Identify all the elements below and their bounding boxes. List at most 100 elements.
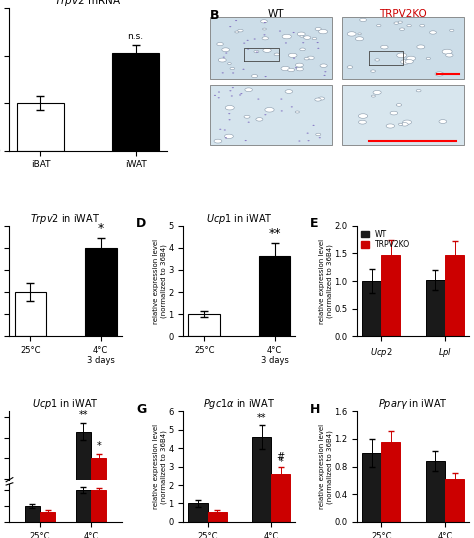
Text: **: ** [79, 410, 88, 420]
Circle shape [279, 31, 281, 32]
Circle shape [242, 69, 245, 70]
Circle shape [317, 42, 319, 43]
Y-axis label: relative expression level
(normalized to 36B4): relative expression level (normalized to… [153, 424, 167, 509]
Bar [252, 437, 271, 522]
Circle shape [218, 91, 220, 93]
Ellipse shape [225, 105, 234, 110]
Ellipse shape [315, 27, 321, 31]
Ellipse shape [373, 90, 381, 95]
Circle shape [323, 75, 326, 76]
Bar [208, 512, 227, 522]
Ellipse shape [439, 119, 447, 123]
Circle shape [224, 130, 226, 131]
Ellipse shape [261, 20, 267, 23]
Circle shape [298, 140, 301, 141]
Bar [362, 453, 381, 522]
Circle shape [295, 67, 297, 68]
Ellipse shape [371, 95, 375, 97]
Title: $\it{Ucp1}$ in iWAT: $\it{Ucp1}$ in iWAT [32, 397, 99, 411]
Ellipse shape [402, 120, 411, 124]
Title: $\it{Ppar\gamma}$ in iWAT: $\it{Ppar\gamma}$ in iWAT [378, 397, 448, 411]
Ellipse shape [288, 68, 294, 72]
Text: G: G [136, 402, 146, 415]
Bar [445, 255, 464, 336]
Circle shape [285, 43, 287, 44]
Bar [25, 506, 40, 522]
Ellipse shape [376, 25, 381, 26]
Ellipse shape [219, 58, 226, 62]
Ellipse shape [295, 63, 303, 67]
Ellipse shape [371, 70, 375, 72]
Ellipse shape [446, 53, 453, 57]
Text: n.s.: n.s. [128, 32, 144, 41]
Ellipse shape [419, 24, 425, 27]
Title: $\it{Trpv2}$ mRNA: $\it{Trpv2}$ mRNA [55, 0, 122, 8]
Ellipse shape [245, 88, 253, 91]
Ellipse shape [307, 56, 314, 60]
Legend: WT, TRPV2KO: WT, TRPV2KO [361, 230, 410, 249]
Ellipse shape [217, 43, 223, 46]
Circle shape [254, 38, 256, 40]
Title: $\it{Pgc1\alpha}$ in iWAT: $\it{Pgc1\alpha}$ in iWAT [203, 397, 275, 411]
Circle shape [292, 32, 295, 33]
Bar [112, 53, 159, 151]
Text: WT: WT [268, 10, 284, 19]
Bar [91, 458, 106, 499]
Y-axis label: relative expression level
(normalized to 36B4): relative expression level (normalized to… [319, 424, 333, 509]
Ellipse shape [394, 22, 399, 24]
Bar [76, 490, 91, 522]
Circle shape [317, 48, 319, 49]
Circle shape [247, 122, 250, 123]
Ellipse shape [356, 37, 364, 41]
Bar [342, 17, 464, 79]
Ellipse shape [274, 53, 280, 56]
Circle shape [231, 95, 233, 96]
Ellipse shape [312, 38, 317, 40]
Ellipse shape [398, 21, 402, 23]
Circle shape [240, 93, 243, 94]
Circle shape [243, 43, 245, 44]
Ellipse shape [256, 118, 263, 121]
Ellipse shape [401, 60, 410, 64]
Ellipse shape [347, 66, 353, 68]
Ellipse shape [375, 59, 380, 61]
Circle shape [280, 98, 283, 100]
Ellipse shape [295, 111, 300, 113]
Circle shape [219, 129, 221, 130]
Ellipse shape [429, 31, 437, 34]
Ellipse shape [263, 28, 266, 30]
Bar [40, 512, 55, 522]
Bar [210, 17, 332, 79]
Circle shape [247, 48, 249, 49]
Text: #: # [277, 452, 285, 462]
Ellipse shape [297, 32, 305, 36]
Circle shape [324, 71, 327, 72]
Ellipse shape [319, 30, 328, 34]
Ellipse shape [235, 31, 239, 33]
Y-axis label: relative expression level
(normalized to 36B4): relative expression level (normalized to… [153, 238, 167, 323]
Ellipse shape [399, 123, 403, 125]
Circle shape [308, 140, 310, 141]
Circle shape [232, 87, 234, 88]
Ellipse shape [358, 33, 361, 34]
Circle shape [307, 132, 309, 134]
Bar [342, 85, 464, 145]
Ellipse shape [288, 53, 297, 58]
Bar [188, 314, 220, 336]
Text: *: * [98, 223, 104, 236]
Bar [210, 85, 332, 145]
Bar [362, 281, 381, 336]
Ellipse shape [401, 123, 408, 126]
Circle shape [245, 140, 247, 141]
Circle shape [264, 22, 266, 23]
Circle shape [228, 113, 230, 114]
Ellipse shape [214, 139, 222, 143]
Ellipse shape [358, 114, 368, 118]
Circle shape [291, 107, 293, 108]
Ellipse shape [222, 48, 229, 52]
Text: **: ** [268, 227, 281, 240]
Circle shape [257, 98, 259, 100]
Ellipse shape [358, 120, 366, 124]
Ellipse shape [397, 53, 407, 58]
Ellipse shape [386, 124, 394, 128]
